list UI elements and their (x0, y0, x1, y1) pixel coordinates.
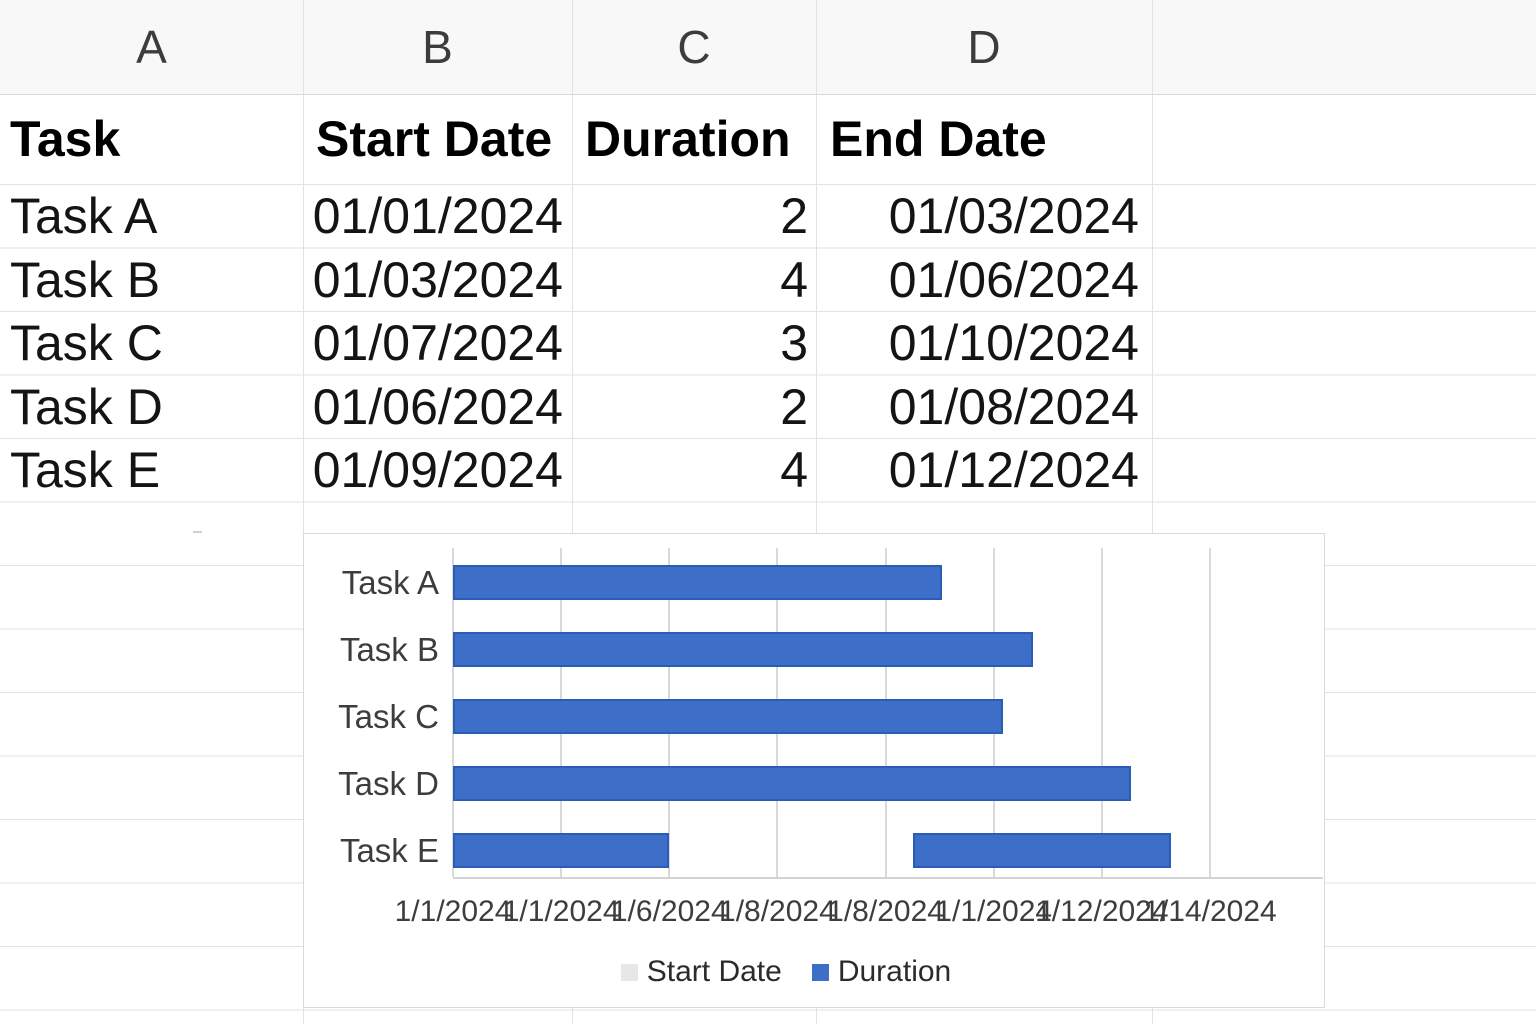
column-header-d[interactable]: D (967, 21, 1001, 73)
axis-tick-label: 1/14/2024 (1143, 895, 1277, 928)
chart-legend: Start Date Duration (276, 952, 1296, 992)
task-name-cell[interactable]: Task B (10, 251, 161, 308)
category-label: Task B (339, 631, 439, 668)
start-date-cell[interactable]: 01/03/2024 (312, 251, 563, 308)
column-header-c[interactable]: C (677, 21, 711, 73)
end-date-cell[interactable]: 01/06/2024 (888, 251, 1139, 308)
task-name-cell[interactable]: Task E (10, 442, 161, 498)
start-date-cell[interactable]: 01/09/2024 (312, 442, 563, 498)
gantt-bar-task-e-seg0[interactable] (453, 833, 670, 868)
header-task[interactable]: Task (10, 111, 121, 167)
axis-tick-label: 1/6/2024 (610, 895, 728, 928)
gantt-bar-task-d-seg0[interactable] (453, 766, 1132, 801)
task-name-cell[interactable]: Task A (10, 188, 158, 244)
column-header-a[interactable]: A (136, 21, 167, 73)
category-label: Task D (338, 765, 439, 802)
column-header-b[interactable]: B (422, 21, 453, 73)
legend-label: Start Date (646, 955, 782, 988)
legend-item-start-date[interactable]: Start Date (620, 955, 782, 989)
axis-tick-label: 1/1/2024 (502, 895, 620, 928)
chart-gridline (1208, 548, 1211, 877)
sheet-gridline-vertical (1152, 0, 1153, 1024)
axis-tick-label: 1/8/2024 (827, 895, 944, 928)
duration-cell[interactable]: 3 (780, 315, 808, 371)
category-label: Task C (338, 698, 439, 735)
header-end-date[interactable]: End Date (830, 111, 1047, 167)
axis-tick-label: 1/12/2024 (1035, 895, 1169, 928)
axis-tick-label: 1/1/2024 (935, 895, 1053, 928)
gantt-bar-task-c-seg0[interactable] (453, 699, 1004, 734)
legend-item-duration[interactable]: Duration (811, 955, 952, 989)
duration-cell[interactable]: 4 (780, 442, 808, 498)
sheet-gridline-vertical (816, 0, 817, 1024)
duration-cell[interactable]: 4 (780, 251, 808, 308)
category-label: Task E (339, 832, 439, 869)
axis-tick-label: 1/8/2024 (719, 895, 836, 928)
chart-gridline (1100, 548, 1103, 877)
gantt-bar-task-e-seg1[interactable] (912, 833, 1172, 868)
start-date-cell[interactable]: 01/06/2024 (312, 378, 563, 435)
gantt-bar-task-a-seg0[interactable] (453, 565, 942, 600)
start-date-swatch (620, 963, 638, 981)
sheet-gridline-vertical (303, 0, 304, 1024)
task-name-cell[interactable]: Task D (10, 378, 163, 435)
sheet-gridline-vertical (572, 0, 573, 1024)
duration-cell[interactable]: 2 (780, 188, 808, 244)
category-axis-line (453, 877, 1323, 879)
end-date-cell[interactable]: 01/03/2024 (888, 188, 1139, 244)
end-date-cell[interactable]: 01/08/2024 (888, 378, 1139, 435)
legend-label: Duration (837, 955, 952, 988)
start-date-cell[interactable]: 01/07/2024 (312, 315, 563, 371)
stray-mark (193, 531, 202, 533)
duration-swatch (811, 963, 829, 981)
start-date-cell[interactable]: 01/01/2024 (312, 188, 563, 244)
column-header-row: A B C D (0, 0, 1536, 95)
category-label: Task A (341, 564, 439, 601)
axis-tick-label: 1/1/2024 (394, 895, 512, 928)
duration-cell[interactable]: 2 (780, 378, 808, 435)
end-date-cell[interactable]: 01/10/2024 (888, 315, 1139, 371)
header-start-date[interactable]: Start Date (316, 111, 553, 167)
gantt-bar-task-b-seg0[interactable] (453, 632, 1033, 667)
header-duration[interactable]: Duration (585, 111, 791, 167)
end-date-cell[interactable]: 01/12/2024 (888, 442, 1139, 498)
gantt-chart[interactable]: 1/1/2024 1/1/2024 1/6/2024 1/8/2024 1/8/2024… (303, 533, 1325, 1008)
task-name-cell[interactable]: Task C (10, 315, 163, 371)
